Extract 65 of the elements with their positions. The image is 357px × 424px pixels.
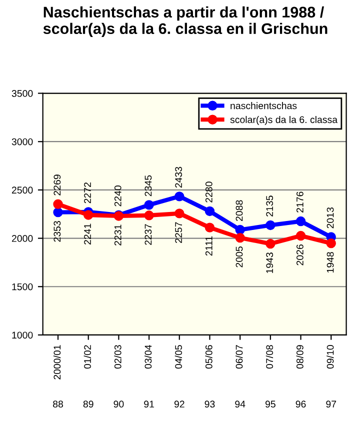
point xyxy=(266,220,276,230)
x-tick-label: 06/07 xyxy=(236,345,243,369)
text: 94 xyxy=(235,400,246,408)
text: 90 xyxy=(114,400,124,408)
point xyxy=(53,207,63,218)
data-label: 2433 xyxy=(175,166,182,188)
point xyxy=(296,230,306,241)
x-tick-label: 07/08 xyxy=(266,345,274,369)
point xyxy=(174,208,184,218)
data-label: 2280 xyxy=(205,182,212,202)
point xyxy=(174,192,184,202)
data-label: 2241 xyxy=(84,224,91,244)
x-tick-label: 08/09 xyxy=(296,345,304,369)
legend-label: scolar(a)s da la 6. classa xyxy=(230,116,338,126)
data-label: 2111 xyxy=(205,236,212,256)
point xyxy=(296,216,306,226)
text: 92 xyxy=(174,400,184,408)
x-tick-label: 05/06 xyxy=(205,345,212,369)
data-label: 2272 xyxy=(84,182,91,204)
data-label: 2176 xyxy=(296,192,304,212)
data-label: 2005 xyxy=(236,246,243,268)
x-tick-label: 09/10 xyxy=(326,345,334,369)
data-label: 2237 xyxy=(144,224,152,245)
data-label: 1943 xyxy=(266,252,274,274)
text: 97 xyxy=(326,400,336,408)
text: 88 xyxy=(53,400,63,408)
data-label: 1948 xyxy=(326,252,334,273)
data-label: 2231 xyxy=(114,224,122,246)
point xyxy=(235,232,245,243)
data-label: 2135 xyxy=(266,196,274,216)
point xyxy=(144,200,154,210)
x-tick-label: 03/04 xyxy=(144,344,152,369)
data-label: 2026 xyxy=(296,244,304,266)
point xyxy=(204,206,215,216)
data-label: 2345 xyxy=(144,175,152,196)
y-tick-label: 3000 xyxy=(12,138,33,146)
x-tick-label: 2000/01 xyxy=(53,345,61,380)
y-tick-label: 2500 xyxy=(12,186,33,194)
point xyxy=(235,224,245,235)
y-tick-label: 2000 xyxy=(12,235,33,242)
x-tick-label: 01/02 xyxy=(84,345,91,369)
y-tick-label: 1500 xyxy=(12,283,33,290)
y-tick-label: 3500 xyxy=(12,90,33,97)
y-tick-label: 1000 xyxy=(12,332,33,339)
text: 95 xyxy=(265,400,276,408)
chart-title: Naschientschas a partir da l'onn 1988 / scolar(a)s da la 6. classa en il Grischun xyxy=(43,6,328,38)
point xyxy=(83,210,94,220)
point xyxy=(204,222,215,232)
x-tick-label: 04/05 xyxy=(174,345,182,369)
data-label: 2257 xyxy=(175,222,182,243)
text: 93 xyxy=(204,400,215,408)
point xyxy=(144,210,154,220)
text: 91 xyxy=(144,400,154,408)
data-label: 2013 xyxy=(326,207,334,228)
data-label: 2353 xyxy=(54,221,61,242)
data-label: 2240 xyxy=(114,186,122,206)
x-tick-label: 02/03 xyxy=(114,345,122,369)
legend-label: naschientschas xyxy=(230,102,297,110)
text: 96 xyxy=(296,400,306,408)
data-label: 2269 xyxy=(54,174,61,196)
point xyxy=(326,238,336,248)
point xyxy=(53,199,63,210)
point xyxy=(266,238,276,249)
text: 89 xyxy=(83,400,94,408)
data-label: 2088 xyxy=(236,200,243,221)
